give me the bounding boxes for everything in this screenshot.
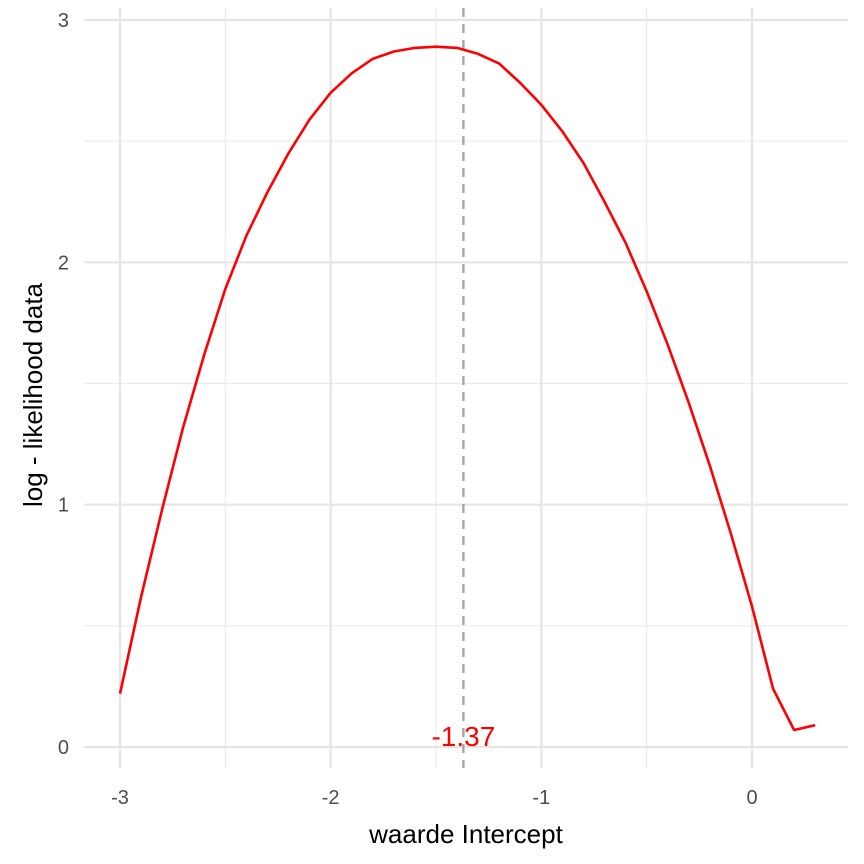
y-tick-label: 2 xyxy=(58,252,69,274)
x-tick-label: -2 xyxy=(322,787,340,809)
series-line xyxy=(118,45,816,732)
series-layer xyxy=(118,45,816,732)
x-axis-title: waarde Intercept xyxy=(368,819,563,849)
y-tick-label: 0 xyxy=(58,737,69,759)
y-tick-label: 1 xyxy=(58,495,69,517)
x-tick-label: -1 xyxy=(532,787,550,809)
y-tick-label: 3 xyxy=(58,10,69,32)
x-tick-label: 0 xyxy=(746,787,757,809)
tick-labels: -3 -2 -1 0 0 1 2 3 xyxy=(58,10,758,809)
annotation-label: -1.37 xyxy=(431,721,495,752)
x-tick-label: -3 xyxy=(111,787,129,809)
y-axis-title: log - likelihood data xyxy=(18,282,48,507)
annotation-layer: -1.37 xyxy=(431,721,495,752)
grid xyxy=(84,8,848,768)
